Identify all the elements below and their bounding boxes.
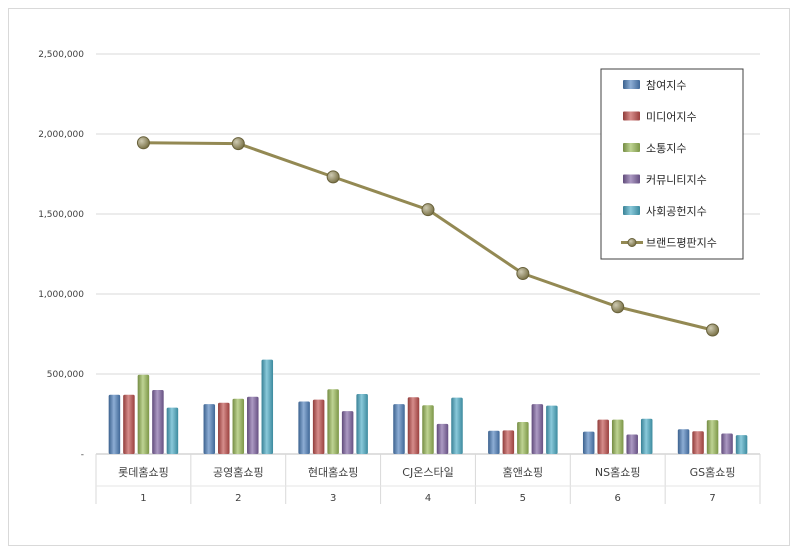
line-point [421, 203, 435, 217]
legend-marker [627, 238, 637, 247]
line-series [136, 136, 720, 337]
bar [247, 396, 259, 454]
x-category-label: NS홈쇼핑 [595, 465, 641, 479]
legend-box [600, 68, 744, 260]
legend-label: 브랜드평판지수 [646, 237, 717, 250]
bar [488, 430, 500, 454]
line-point [231, 137, 245, 151]
bar [597, 419, 609, 454]
x-category-label: 현대홈쇼핑 [308, 465, 359, 479]
x-rank-label: 3 [330, 493, 336, 504]
bar [626, 434, 638, 454]
bar [327, 389, 339, 454]
bar [517, 422, 529, 454]
bar [735, 435, 748, 454]
bar [166, 407, 179, 454]
line-point [136, 136, 150, 150]
x-category-label: GS홈쇼핑 [690, 465, 736, 479]
line-point [326, 170, 340, 184]
bar [677, 429, 690, 454]
y-tick-label: 1,500,000 [38, 210, 84, 220]
bar [203, 404, 216, 454]
bar [531, 404, 544, 454]
bar [232, 398, 245, 454]
y-tick-label: 2,500,000 [38, 50, 84, 60]
bar [218, 402, 230, 454]
y-tick-label: 500,000 [47, 370, 84, 380]
line-point [611, 300, 625, 314]
x-rank-label: 7 [709, 493, 715, 504]
bar [611, 419, 624, 454]
x-rank-label: 2 [235, 493, 241, 504]
x-category-label: 롯데홈쇼핑 [118, 465, 169, 479]
gridlines [96, 53, 760, 375]
bar [356, 394, 368, 454]
x-category-label: 홈앤쇼핑 [503, 465, 543, 479]
legend-label: 커뮤니티지수 [646, 174, 707, 187]
legend-label: 소통지수 [646, 142, 686, 155]
bar [451, 397, 463, 454]
bar [422, 405, 434, 454]
bar [582, 431, 595, 454]
legend-swatch [623, 206, 640, 215]
bar [152, 390, 164, 454]
bar [341, 411, 354, 454]
x-rank-label: 5 [520, 493, 526, 504]
x-category-label: 공영홈쇼핑 [213, 465, 264, 479]
legend-swatch [623, 80, 640, 89]
bar [312, 399, 325, 454]
bar [407, 397, 420, 454]
legend-label: 참여지수 [646, 79, 686, 92]
x-rank-label: 6 [615, 493, 621, 504]
bar [298, 401, 310, 454]
y-tick-label: - [81, 450, 84, 460]
line-point [706, 323, 720, 337]
bar [692, 431, 704, 454]
bar [721, 433, 733, 454]
x-category-label: CJ온스타일 [402, 465, 453, 479]
x-rank-label: 4 [425, 493, 431, 504]
bar-series [108, 359, 748, 454]
bar [546, 405, 558, 454]
y-tick-label: 2,000,000 [38, 130, 84, 140]
bar [393, 404, 405, 454]
legend-label: 미디어지수 [646, 111, 697, 124]
bar [261, 359, 274, 454]
axes: - 500,000 1,000,000 1,500,000 2,000,000 2,500… [38, 50, 761, 504]
bar [436, 423, 449, 454]
legend-swatch [623, 111, 640, 121]
legend-swatch [623, 174, 640, 184]
bar [137, 374, 150, 454]
bar [640, 418, 653, 454]
legend-label: 사회공헌지수 [646, 205, 707, 218]
bar [502, 430, 515, 454]
x-rank-label: 1 [140, 493, 146, 504]
bar [706, 420, 719, 454]
y-tick-label: 1,000,000 [38, 290, 84, 300]
legend-swatch [623, 143, 640, 152]
bar [108, 394, 121, 454]
line-point [516, 267, 530, 281]
bar [123, 394, 135, 454]
